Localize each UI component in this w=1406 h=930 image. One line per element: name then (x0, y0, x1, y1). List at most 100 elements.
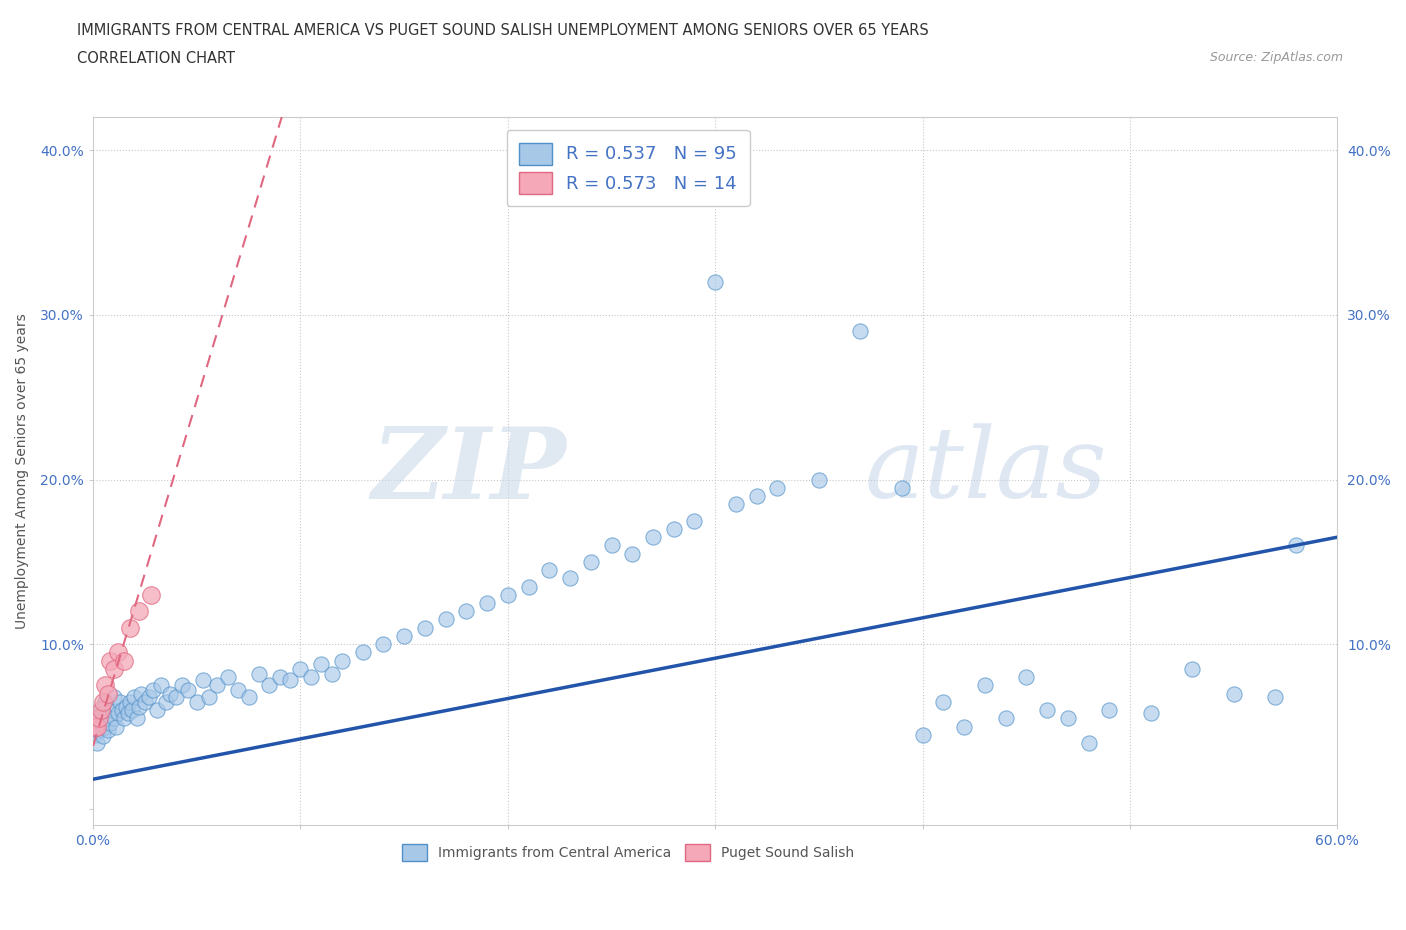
Point (247, 667, 270, 682)
Point (475, 595, 498, 610)
Point (139, 588, 162, 603)
Point (155, 695, 177, 710)
Point (128, 604, 150, 618)
Point (890, 480, 912, 495)
Point (1181, 661, 1204, 676)
Point (121, 703, 143, 718)
Point (103, 689, 125, 704)
Point (86, 719, 108, 734)
Point (1222, 686, 1244, 701)
Point (807, 472, 830, 487)
Point (207, 678, 229, 693)
Point (90, 703, 112, 718)
Point (93, 695, 115, 710)
Point (259, 678, 281, 693)
Point (96, 723, 118, 737)
Point (129, 686, 152, 701)
Point (724, 497, 747, 512)
Point (953, 719, 976, 734)
Point (641, 530, 664, 545)
Point (112, 653, 135, 668)
Point (120, 695, 142, 710)
Y-axis label: Unemployment Among Seniors over 65 years: Unemployment Among Seniors over 65 years (15, 313, 30, 630)
Point (103, 661, 125, 676)
Point (1077, 736, 1099, 751)
Point (84, 719, 107, 734)
Point (278, 673, 301, 688)
Point (434, 612, 457, 627)
Point (226, 683, 249, 698)
Point (111, 703, 134, 718)
Legend: Immigrants from Central America, Puget Sound Salish: Immigrants from Central America, Puget S… (395, 837, 862, 868)
Point (238, 689, 260, 704)
Point (1264, 689, 1286, 704)
Point (373, 637, 395, 652)
Point (1139, 706, 1161, 721)
Point (309, 657, 332, 671)
Text: Source: ZipAtlas.com: Source: ZipAtlas.com (1209, 51, 1343, 64)
Point (621, 546, 644, 561)
Point (124, 689, 146, 704)
Point (93, 706, 115, 721)
Point (125, 711, 148, 725)
Point (96, 711, 118, 725)
Text: IMMIGRANTS FROM CENTRAL AMERICA VS PUGET SOUND SALISH UNEMPLOYMENT AMONG SENIORS: IMMIGRANTS FROM CENTRAL AMERICA VS PUGET… (77, 23, 929, 38)
Point (330, 653, 353, 668)
Point (112, 711, 135, 725)
Point (108, 695, 131, 710)
Point (1015, 670, 1038, 684)
Point (600, 538, 623, 552)
Point (1285, 538, 1308, 552)
Point (89, 711, 111, 725)
Point (115, 699, 138, 714)
Point (96, 686, 118, 701)
Text: atlas: atlas (865, 424, 1108, 519)
Text: ZIP: ZIP (371, 423, 565, 520)
Point (1098, 703, 1121, 718)
Point (120, 620, 142, 635)
Point (269, 670, 291, 684)
Point (932, 695, 955, 710)
Point (107, 645, 129, 660)
Point (94, 678, 117, 693)
Text: CORRELATION CHART: CORRELATION CHART (77, 51, 235, 66)
Point (104, 719, 127, 734)
Point (849, 324, 872, 339)
Point (86, 736, 108, 751)
Point (456, 604, 478, 618)
Point (217, 670, 239, 684)
Point (134, 695, 156, 710)
Point (994, 711, 1017, 725)
Point (745, 488, 768, 503)
Point (321, 667, 343, 682)
Point (159, 686, 181, 701)
Point (89, 723, 111, 737)
Point (290, 661, 312, 676)
Point (138, 689, 160, 704)
Point (100, 703, 122, 718)
Point (86, 719, 108, 734)
Point (128, 699, 150, 714)
Point (1056, 711, 1078, 725)
Point (1036, 703, 1059, 718)
Point (973, 678, 995, 693)
Point (352, 645, 374, 660)
Point (94, 695, 117, 710)
Point (911, 727, 934, 742)
Point (579, 554, 602, 569)
Point (172, 678, 194, 693)
Point (662, 522, 685, 537)
Point (103, 711, 125, 725)
Point (107, 706, 129, 721)
Point (84, 727, 107, 742)
Point (98, 653, 121, 668)
Point (186, 695, 208, 710)
Point (93, 729, 115, 744)
Point (683, 513, 706, 528)
Point (146, 703, 169, 718)
Point (142, 683, 165, 698)
Point (704, 274, 727, 289)
Point (177, 683, 200, 698)
Point (90, 716, 112, 731)
Point (198, 689, 221, 704)
